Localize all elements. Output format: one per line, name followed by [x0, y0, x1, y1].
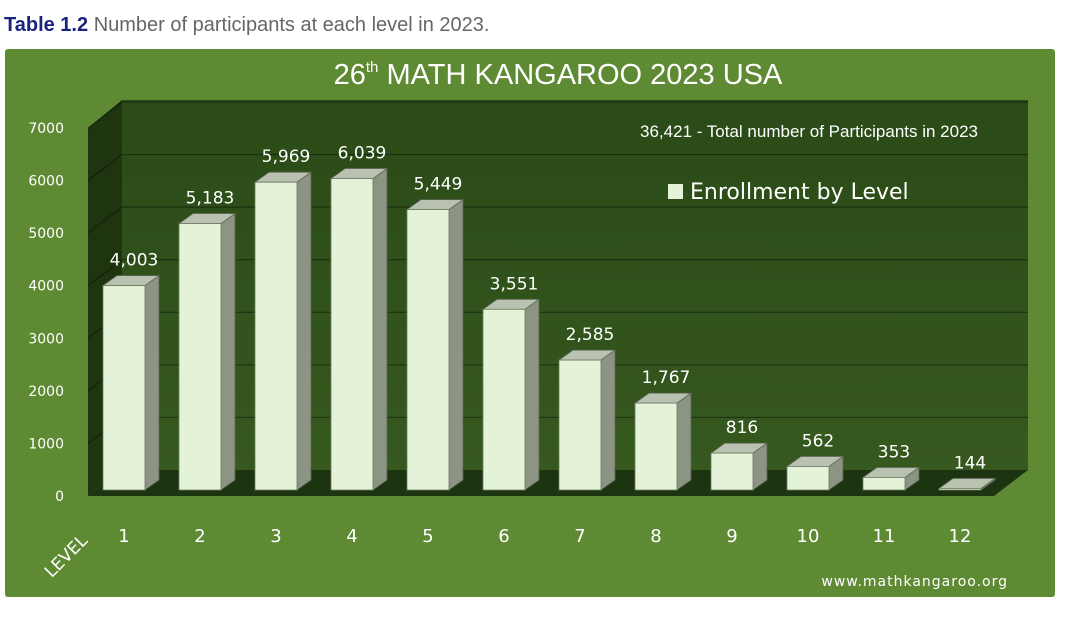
legend-label: Enrollment by Level: [690, 180, 909, 205]
bar-front: [634, 402, 678, 491]
chart-title-text: MATH KANGAROO 2023 USA: [378, 59, 783, 91]
y-tick-label: 1000: [28, 436, 64, 452]
gridline-side: [87, 206, 123, 234]
bar-data-label: 2,585: [566, 325, 615, 345]
x-tick-label: 7: [574, 526, 585, 547]
x-tick-label: 5: [422, 526, 433, 547]
y-tick-label: 2000: [28, 384, 64, 400]
total-participants-annotation: 36,421 - Total number of Participants in…: [640, 122, 978, 141]
bar-front: [862, 477, 906, 491]
bar-front: [406, 209, 450, 491]
bar-data-label: 3,551: [490, 274, 539, 294]
bar-data-label: 5,183: [186, 189, 235, 209]
bar-level-4: [329, 167, 389, 491]
x-axis-ticks: 1 2 3 4 5 6 7 8 9 10 11 12: [118, 526, 971, 547]
bar-side: [144, 274, 160, 491]
y-tick-label: 0: [55, 489, 64, 505]
bar-level-11: [861, 466, 921, 491]
bar-level-8: [633, 392, 693, 491]
source-watermark: www.mathkangaroo.org: [821, 574, 1008, 590]
bar-data-label: 1,767: [642, 368, 691, 388]
bar-side: [220, 212, 236, 491]
bar-side: [676, 392, 692, 491]
bar-data-label: 144: [954, 453, 986, 473]
bar-data-label: 4,003: [110, 251, 159, 271]
bar-data-label: 5,969: [262, 147, 311, 167]
bar-level-1: [101, 274, 161, 491]
x-tick-label: 2: [194, 526, 205, 547]
bar-front: [178, 223, 222, 491]
y-tick-label: 5000: [28, 226, 64, 242]
x-axis-label: LEVEL: [41, 531, 92, 582]
x-tick-label: 8: [650, 526, 661, 547]
x-tick-label: 3: [270, 526, 281, 547]
x-tick-label: 10: [797, 526, 820, 547]
bar-level-9: [709, 442, 769, 491]
bar-front: [330, 178, 374, 491]
y-tick-label: 7000: [28, 121, 64, 137]
x-tick-label: 9: [726, 526, 737, 547]
bar-data-label: 6,039: [338, 144, 387, 164]
bar-level-6: [481, 298, 541, 491]
bar-front: [254, 181, 298, 491]
bar-front: [938, 488, 982, 491]
x-tick-label: 6: [498, 526, 509, 547]
figure-caption: Table 1.2 Number of participants at each…: [4, 14, 489, 37]
bar-front: [786, 466, 830, 491]
chart-title: 26th MATH KANGAROO 2023 USA: [334, 59, 783, 91]
bar-level-7: [557, 349, 617, 491]
y-axis-ticks: 0 1000 2000 3000 4000 5000 6000 7000: [28, 121, 64, 505]
gridline-side: [87, 259, 123, 287]
bar-front: [102, 285, 146, 491]
bar-side: [524, 298, 540, 491]
bar-level-12: [937, 477, 997, 491]
bar-front: [558, 359, 602, 491]
bar-front: [710, 452, 754, 491]
bar-data-label: 5,449: [414, 175, 463, 195]
chart-title-number: 26: [334, 59, 366, 91]
x-tick-label: 11: [873, 526, 896, 547]
bar-level-2: [177, 212, 237, 491]
bar-data-label: 353: [878, 442, 910, 462]
chart-title-superscript: th: [366, 59, 379, 76]
gridline-side: [87, 154, 123, 181]
bar-side: [600, 349, 616, 491]
bar-side: [448, 198, 464, 491]
legend-swatch: [668, 184, 683, 199]
bar-front: [482, 308, 526, 491]
bars: 4,003 5,183 5,969 6,039 5,449 3,551 2,585 1,767…: [101, 144, 997, 491]
bar-level-5: [405, 198, 465, 491]
bar-level-3: [253, 171, 313, 491]
y-tick-label: 4000: [28, 279, 64, 295]
bar-data-label: 562: [802, 431, 834, 451]
bar-data-label: 816: [726, 418, 758, 438]
caption-label: Table 1.2: [4, 14, 89, 36]
gridline-side: [87, 101, 123, 129]
x-tick-label: 12: [949, 526, 972, 547]
x-tick-label: 1: [118, 526, 129, 547]
y-tick-label: 6000: [28, 174, 64, 190]
bar-level-10: [785, 455, 845, 491]
caption-text: Number of participants at each level in …: [93, 14, 490, 36]
bar-side: [372, 167, 388, 491]
x-tick-label: 4: [346, 526, 357, 547]
y-tick-label: 3000: [28, 331, 64, 347]
bar-side: [296, 171, 312, 491]
